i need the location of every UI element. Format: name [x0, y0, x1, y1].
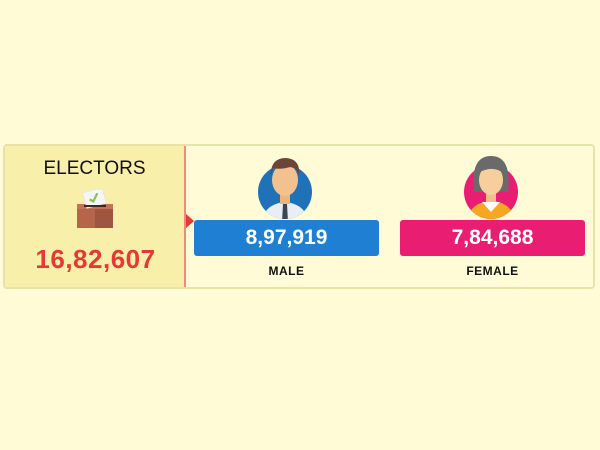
male-count-badge: 8,97,919	[194, 220, 379, 256]
electors-card: ELECTORS 16,82,607	[3, 144, 595, 289]
male-label: MALE	[268, 264, 305, 278]
male-avatar-icon	[258, 158, 312, 219]
female-count-badge: 7,84,688	[400, 220, 585, 256]
pointer-arrow-icon	[186, 214, 194, 228]
electors-panel: ELECTORS 16,82,607	[5, 146, 186, 287]
electors-title: ELECTORS	[43, 158, 146, 179]
female-label: FEMALE	[466, 264, 519, 278]
ballot-box-icon	[77, 190, 113, 228]
electors-total: 16,82,607	[35, 244, 156, 274]
female-avatar-icon	[464, 156, 518, 219]
